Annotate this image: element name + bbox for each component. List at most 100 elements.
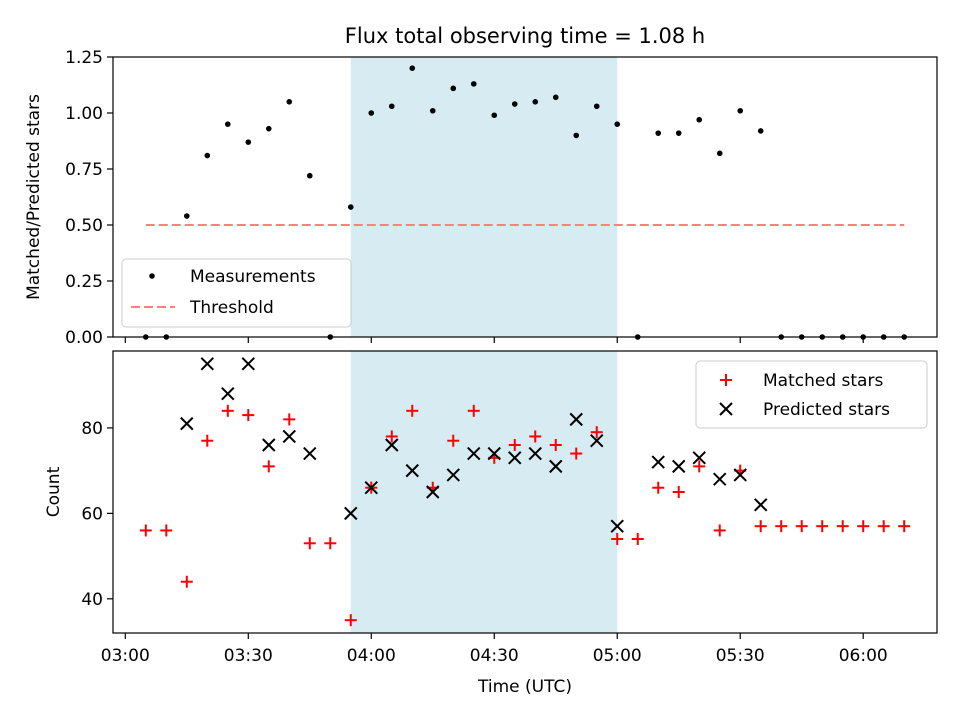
top-legend-box: [121, 258, 352, 328]
predicted-star-point: [303, 446, 317, 461]
predicted-star-point: [733, 468, 747, 482]
matched-star-point: [467, 404, 480, 417]
predicted-star-point: [672, 459, 686, 474]
matched-star-point: [754, 520, 767, 533]
measurement-point: [286, 99, 293, 105]
measurement-point: [532, 99, 539, 105]
measurement-point: [224, 121, 231, 127]
predicted-star-point: [508, 451, 522, 465]
matched-star-point: [713, 524, 726, 537]
matched-star-point: [508, 439, 521, 451]
predicted-star-point: [754, 498, 768, 512]
matched-star-point: [857, 520, 870, 533]
predicted-star-point: [692, 451, 706, 465]
x-tick-label: 04:30: [470, 646, 519, 666]
matched-star-point: [344, 614, 357, 627]
predicted-star-point: [610, 519, 624, 533]
predicted-star-point: [590, 434, 604, 448]
matched-star-point: [406, 404, 419, 417]
measurement-point: [265, 125, 272, 132]
matched-star-point: [570, 447, 583, 460]
matched-star-point: [775, 520, 788, 533]
x-tick-label: 06:00: [839, 646, 888, 666]
matched-star-point: [221, 404, 234, 417]
measurement-point: [409, 65, 416, 71]
top-y-tick-label: 0.75: [65, 160, 103, 180]
measurement-point: [737, 107, 744, 114]
matched-star-point: [652, 481, 665, 494]
predicted-star-point: [487, 446, 501, 461]
predicted-star-point: [221, 387, 235, 401]
matched-star-point: [139, 524, 152, 537]
matched-star-point: [590, 426, 603, 439]
x-tick-label: 03:00: [101, 646, 150, 666]
x-tick-label: 05:00: [593, 646, 642, 666]
legend-measurements-label: Measurements: [190, 267, 316, 287]
bottom-legend: Matched stars Predicted stars: [695, 360, 928, 429]
matched-star-point: [324, 537, 337, 550]
measurement-point: [675, 130, 682, 136]
predicted-star-point: [446, 468, 460, 482]
matched-star-point: [672, 486, 685, 498]
bottom-shaded-span: [350, 351, 618, 633]
predicted-star-point: [282, 429, 296, 444]
predicted-star-point: [344, 506, 358, 521]
matched-star-point: [877, 520, 890, 533]
predicted-star-point: [528, 446, 542, 461]
x-tick-label: 05:30: [716, 646, 765, 666]
legend-predicted-marker: [719, 402, 733, 416]
legend-matched-label: Matched stars: [763, 371, 883, 391]
measurement-point: [511, 101, 518, 107]
predicted-star-point: [405, 463, 419, 478]
bottom-y-axis: 40 60 80: [81, 419, 113, 610]
top-y-tick-label: 0.00: [65, 328, 103, 348]
legend-measurement-marker: [149, 273, 155, 279]
count-points: [139, 357, 911, 627]
bottom-ylabel: Count: [44, 466, 64, 517]
measurement-point: [429, 107, 436, 114]
matched-star-point: [201, 434, 214, 447]
matched-star-point: [283, 413, 296, 426]
legend-matched-marker: [720, 374, 732, 386]
measurement-point: [450, 85, 457, 92]
measurement-point: [491, 112, 498, 119]
measurement-point: [696, 116, 703, 123]
matched-star-point: [262, 460, 275, 473]
measurement-point: [573, 132, 580, 139]
matched-star-point: [529, 430, 542, 443]
measurement-point: [614, 121, 621, 127]
matched-star-point: [242, 409, 255, 422]
measurement-point: [552, 94, 559, 101]
matched-star-point: [836, 520, 849, 533]
bottom-y-tick-label: 80: [81, 419, 103, 439]
bottom-legend-box: [695, 360, 928, 429]
legend-predicted-label: Predicted stars: [763, 400, 890, 420]
chart-title: Flux total observing time = 1.08 h: [345, 24, 705, 48]
bottom-plot-frame: [112, 350, 938, 634]
measurement-point: [655, 130, 662, 136]
x-tick-label: 03:30: [224, 646, 273, 666]
matched-star-point: [898, 520, 911, 533]
measurement-point: [593, 103, 600, 110]
top-x-ticks: [124, 337, 864, 343]
top-ylabel: Matched/Predicted stars: [24, 94, 44, 300]
measurement-point: [245, 139, 252, 145]
top-panel: 0.00 0.25 0.50 0.75 1.00 1.25 Matched/Predict…: [24, 48, 938, 348]
top-legend: Measurements Threshold: [121, 258, 352, 328]
matched-star-point: [795, 520, 808, 533]
bottom-panel: 40 60 80 03:00 03:30 04:00 04:30 05:00 05:30 06:…: [44, 350, 938, 697]
top-y-tick-label: 1.25: [65, 48, 103, 68]
matched-star-point: [611, 533, 624, 545]
measurement-point: [347, 204, 354, 210]
bottom-x-axis: 03:00 03:30 04:00 04:30 05:00 05:30 06:00: [101, 633, 888, 666]
predicted-star-point: [241, 357, 255, 371]
top-y-tick-label: 1.00: [65, 104, 103, 124]
predicted-star-point: [651, 455, 665, 469]
matched-star-point: [631, 533, 644, 545]
predicted-star-point: [364, 481, 378, 495]
matched-star-point: [160, 524, 173, 537]
measurement-point: [757, 128, 764, 134]
predicted-star-point: [426, 485, 440, 499]
matched-star-point: [180, 575, 193, 588]
